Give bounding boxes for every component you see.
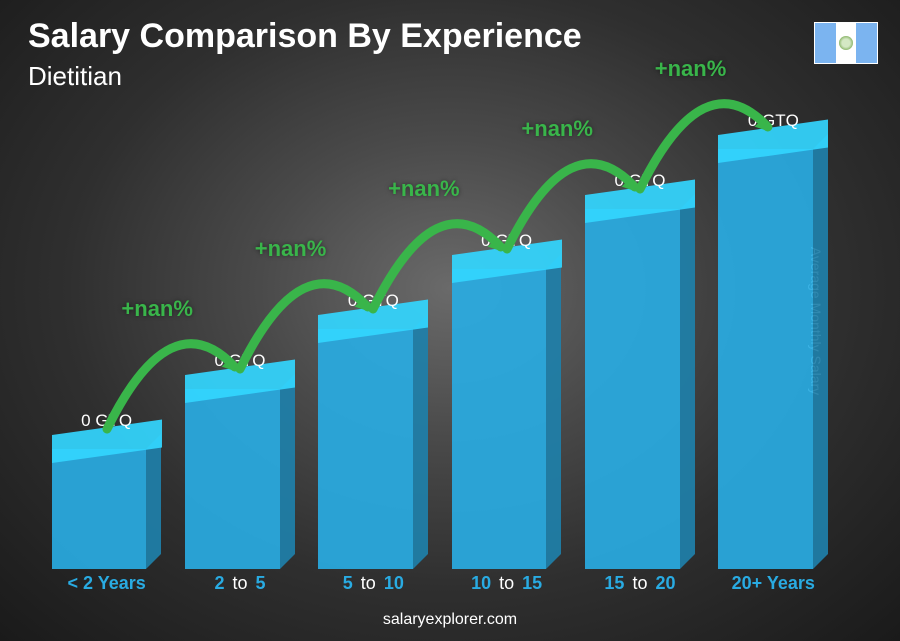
xaxis: < 2 Years2 to 55 to 1010 to 1515 to 2020…: [40, 573, 840, 597]
bar: 0 GTQ: [585, 209, 695, 569]
bar-value-label: 0 GTQ: [52, 411, 162, 431]
chart-container: Salary Comparison By Experience Dietitia…: [0, 0, 900, 641]
bar: 0 GTQ: [318, 329, 428, 569]
xaxis-prefix: < 2: [68, 573, 94, 593]
bar-value-label: 0 GTQ: [585, 171, 695, 191]
bar-side: [680, 194, 695, 569]
xaxis-prefix: 20+: [732, 573, 763, 593]
xaxis-tick-label: < 2 Years: [40, 573, 173, 597]
bar-body: 0 GTQ: [318, 329, 428, 569]
bar-value-label: 0 GTQ: [185, 351, 295, 371]
bars-area: 0 GTQ0 GTQ0 GTQ0 GTQ0 GTQ0 GTQ+nan%+nan%…: [40, 120, 840, 569]
xaxis-prefix: 10: [471, 573, 491, 593]
bar: 0 GTQ: [452, 269, 562, 569]
bar-body: 0 GTQ: [185, 389, 295, 569]
flag-stripe-right: [856, 23, 877, 63]
bar-side: [413, 314, 428, 569]
chart-header: Salary Comparison By Experience Dietitia…: [28, 18, 582, 92]
bar-body: 0 GTQ: [585, 209, 695, 569]
xaxis-tick-label: 2 to 5: [173, 573, 306, 597]
xaxis-suffix: Years: [93, 573, 146, 593]
xaxis-sep: to: [496, 573, 517, 593]
xaxis-suffix: 20: [656, 573, 676, 593]
xaxis-tick-label: 5 to 10: [307, 573, 440, 597]
bar-value-label: 0 GTQ: [452, 231, 562, 251]
increase-arrow-label: +nan%: [521, 116, 593, 142]
bar-side: [546, 254, 561, 569]
xaxis-sep: to: [629, 573, 650, 593]
bar-value-label: 0 GTQ: [318, 291, 428, 311]
bar-value-label: 0 GTQ: [718, 111, 828, 131]
footer-attribution: salaryexplorer.com: [0, 611, 900, 629]
bar-side: [280, 374, 295, 569]
bar-body: 0 GTQ: [718, 149, 828, 569]
bar-front: [585, 209, 680, 569]
flag-stripe-left: [815, 23, 836, 63]
bar-front: [452, 269, 547, 569]
bar-side: [146, 434, 161, 569]
bar: 0 GTQ: [185, 389, 295, 569]
xaxis-sep: to: [358, 573, 379, 593]
flag-stripe-center: [836, 23, 857, 63]
increase-arrow-label: +nan%: [655, 56, 727, 82]
bar-front: [318, 329, 413, 569]
country-flag-icon: [814, 22, 878, 64]
xaxis-prefix: 15: [604, 573, 624, 593]
bar-front: [185, 389, 280, 569]
xaxis-tick-label: 15 to 20: [573, 573, 706, 597]
xaxis-prefix: 2: [214, 573, 224, 593]
xaxis-tick-label: 20+ Years: [707, 573, 840, 597]
xaxis-suffix: 10: [384, 573, 404, 593]
xaxis-prefix: 5: [343, 573, 353, 593]
increase-arrow-label: +nan%: [388, 176, 460, 202]
bar-front: [718, 149, 813, 569]
bar-body: 0 GTQ: [452, 269, 562, 569]
xaxis-suffix: 15: [522, 573, 542, 593]
bar: 0 GTQ: [52, 449, 162, 569]
xaxis-suffix: 5: [256, 573, 266, 593]
chart-title: Salary Comparison By Experience: [28, 18, 582, 55]
xaxis-suffix: Years: [762, 573, 815, 593]
bar-front: [52, 449, 147, 569]
xaxis-sep: to: [229, 573, 250, 593]
bar: 0 GTQ: [718, 149, 828, 569]
bar-side: [813, 134, 828, 569]
chart-subtitle: Dietitian: [28, 61, 582, 92]
increase-arrow-label: +nan%: [255, 236, 327, 262]
increase-arrow-label: +nan%: [121, 296, 193, 322]
xaxis-tick-label: 10 to 15: [440, 573, 573, 597]
bar-body: 0 GTQ: [52, 449, 162, 569]
flag-emblem-icon: [839, 36, 853, 50]
